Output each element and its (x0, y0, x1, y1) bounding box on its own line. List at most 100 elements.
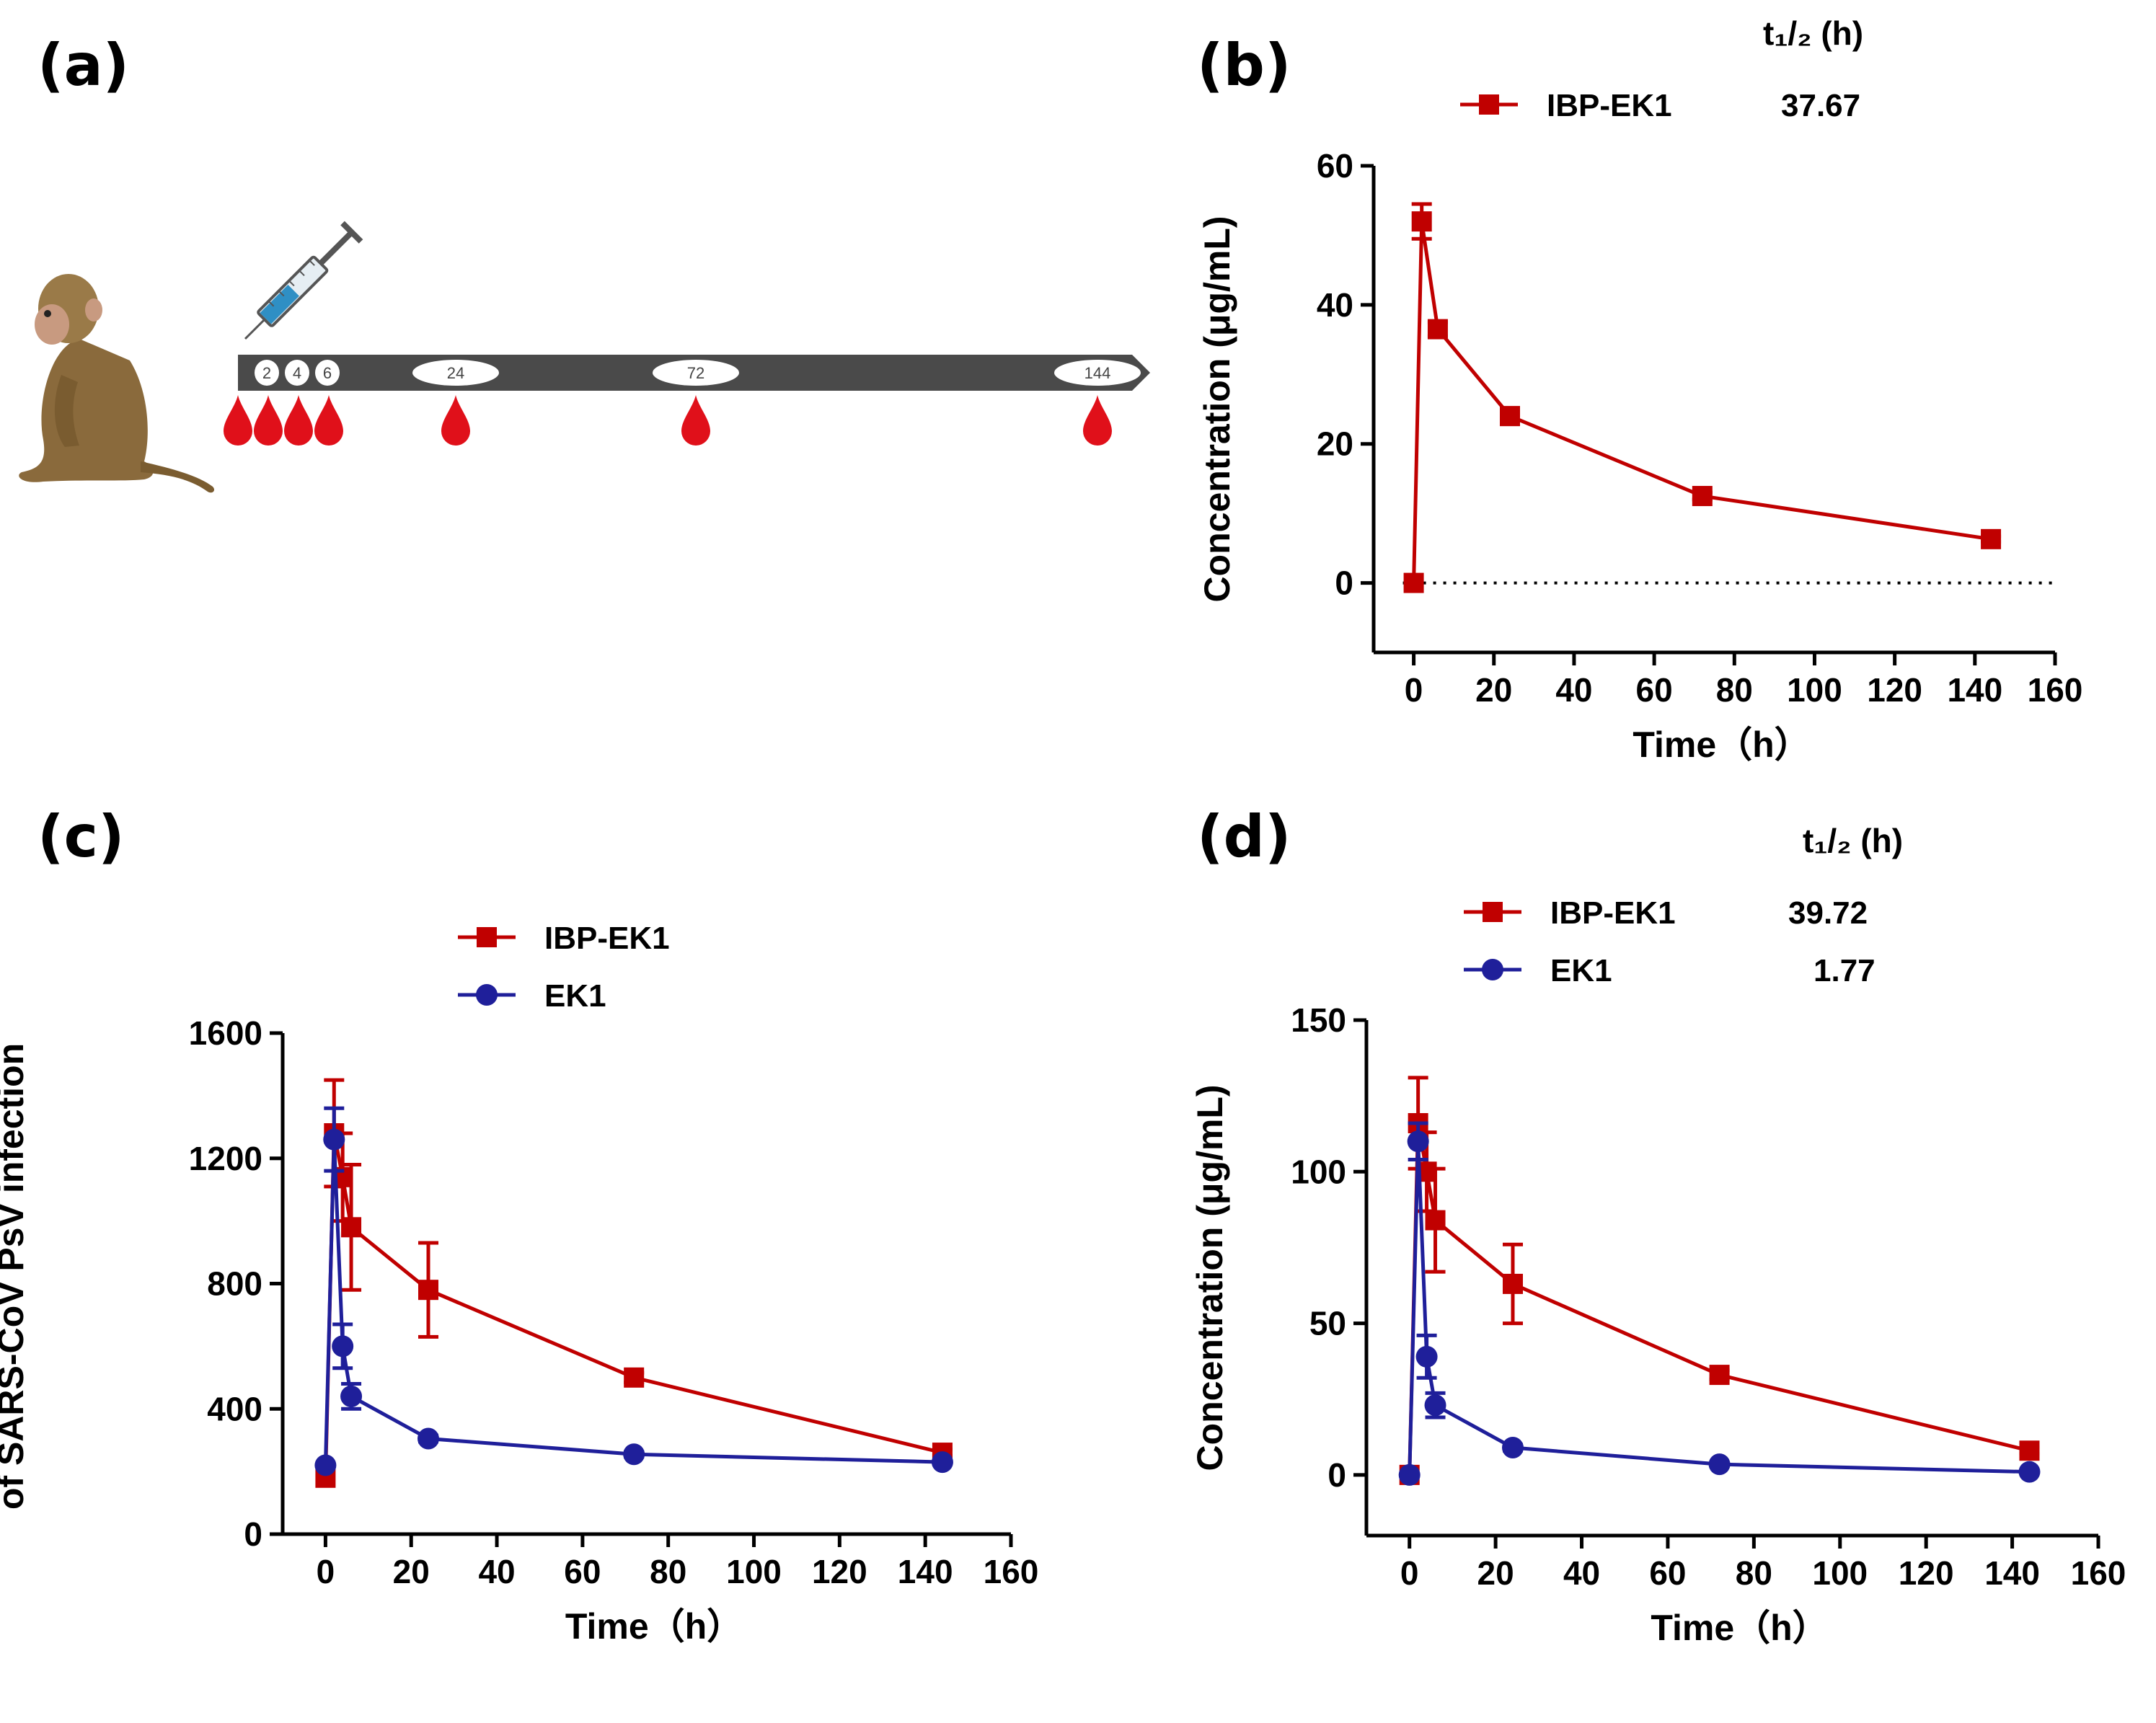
x-tick-label: 160 (984, 1553, 1039, 1590)
monkey-icon (19, 274, 215, 493)
x-tick-label: 60 (1649, 1554, 1686, 1592)
legend-marker (477, 927, 497, 947)
timepoint-label: 72 (687, 364, 704, 382)
x-tick-label: 120 (1899, 1554, 1954, 1592)
timepoint-bubble (285, 360, 309, 386)
blood-drop-icon (681, 395, 710, 446)
data-point (1709, 1365, 1730, 1386)
series-ibp-ek1 (1399, 1076, 2040, 1485)
data-point (340, 1385, 363, 1407)
x-tick-label: 40 (1555, 671, 1592, 709)
legend-header: t₁/₂ (h) (1803, 822, 1903, 859)
x-axis-title: Time（h） (1633, 725, 1810, 765)
data-point (341, 1217, 362, 1238)
x-tick-label: 60 (1636, 671, 1673, 709)
x-tick-label: 140 (1984, 1554, 2040, 1592)
x-axis-title: Time（h） (1651, 1608, 1828, 1648)
blood-drop-icon (224, 395, 252, 446)
series-line (323, 1133, 943, 1478)
x-tick-label: 100 (1787, 671, 1842, 709)
y-axis-title-line: of SARS-CoV PsV infection (0, 1043, 31, 1510)
data-point (417, 1427, 439, 1450)
timepoint-label: 6 (323, 364, 332, 382)
y-tick-label: 20 (1317, 425, 1353, 463)
x-tick-label: 140 (1947, 671, 2002, 709)
y-tick-label: 150 (1291, 1001, 1346, 1039)
legend-header: t₁/₂ (h) (1763, 14, 1863, 52)
data-point (1398, 1463, 1421, 1486)
series-line (1408, 1141, 2030, 1475)
legend-marker (1479, 94, 1499, 115)
blood-drop-icon (284, 395, 313, 446)
x-tick-label: 120 (1867, 671, 1922, 709)
chart-d: 0 20 40 60 80 100 120 140 160 0 50 100 150 Time（h） Con… (1190, 822, 2126, 1648)
y-axis-title: Concentration (μg/mL) (1190, 1084, 1230, 1471)
x-tick-label: 20 (1475, 671, 1512, 709)
series-ibp-ek1 (1403, 202, 2002, 593)
series-line (323, 1139, 943, 1466)
y-tick-label: 60 (1317, 147, 1353, 185)
data-point (1708, 1453, 1731, 1476)
data-point (1407, 1130, 1429, 1153)
x-tick-label: 140 (898, 1553, 953, 1590)
x-tick-label: 40 (478, 1553, 515, 1590)
data-point (418, 1280, 438, 1301)
x-tick-label: 120 (812, 1553, 867, 1590)
x-tick-label: 0 (1405, 671, 1423, 709)
x-tick-label: 160 (2028, 671, 2083, 709)
timepoint-bubble (255, 360, 279, 386)
x-tick-label: 60 (564, 1553, 601, 1590)
panel-d-letter: (d) (1197, 803, 1291, 870)
timepoint-label: 4 (293, 364, 301, 382)
blood-drop-icon (1083, 395, 1112, 446)
timepoint-label: 144 (1084, 364, 1111, 382)
timepoint-bubble (315, 360, 340, 386)
legend-marker (476, 984, 498, 1006)
syringe-icon (244, 221, 363, 340)
data-point (1403, 572, 1424, 593)
x-axis-title: Time（h） (565, 1606, 743, 1647)
series-ek1 (314, 1106, 953, 1476)
y-tick-label: 40 (1317, 286, 1353, 324)
data-point (323, 1128, 345, 1151)
data-point (623, 1443, 645, 1466)
legend-label: IBP-EK1 (544, 921, 670, 956)
series-ibp-ek1 (315, 1078, 953, 1488)
x-tick-label: 40 (1563, 1554, 1600, 1592)
x-tick-label: 0 (1400, 1554, 1419, 1592)
timeline-marks: 2 4 6 24 72 144 (224, 360, 1141, 446)
timepoint-label: 2 (262, 364, 271, 382)
y-tick-label: 0 (1327, 1456, 1346, 1494)
data-point (1500, 406, 1520, 427)
panel-a-schematic: 2 4 6 24 72 144 (19, 221, 1150, 493)
data-point (1692, 486, 1713, 507)
x-tick-label: 100 (726, 1553, 782, 1590)
legend-marker (1482, 959, 1503, 980)
timepoint-bubble (653, 360, 739, 386)
x-tick-label: 100 (1812, 1554, 1868, 1592)
data-point (314, 1454, 337, 1476)
y-tick-label: 400 (207, 1390, 262, 1427)
data-point (2018, 1461, 2041, 1483)
legend-label: EK1 (1550, 953, 1612, 988)
y-tick-label: 0 (244, 1515, 262, 1553)
legend-t-half: 1.77 (1813, 953, 1876, 988)
panel-b-letter: (b) (1197, 32, 1291, 99)
blood-drop-icon (441, 395, 470, 446)
data-point (1427, 319, 1448, 340)
legend-t-half: 37.67 (1781, 88, 1860, 123)
data-point (1425, 1210, 1446, 1231)
x-tick-label: 80 (650, 1553, 686, 1590)
panel-c-letter: (c) (37, 803, 125, 870)
x-tick-label: 160 (2071, 1554, 2126, 1592)
y-tick-label: 100 (1291, 1153, 1346, 1190)
series-line (1408, 1122, 2031, 1475)
data-point (2019, 1440, 2040, 1461)
legend-label: IBP-EK1 (1550, 895, 1676, 931)
x-tick-label: 20 (1477, 1554, 1514, 1592)
legend-t-half: 39.72 (1788, 895, 1868, 931)
y-tick-label: 800 (207, 1265, 262, 1303)
chart-b: 0 20 40 60 80 100 120 140 160 0 20 40 60 Time（h） Conce… (1197, 14, 2082, 765)
data-point (931, 1451, 953, 1474)
